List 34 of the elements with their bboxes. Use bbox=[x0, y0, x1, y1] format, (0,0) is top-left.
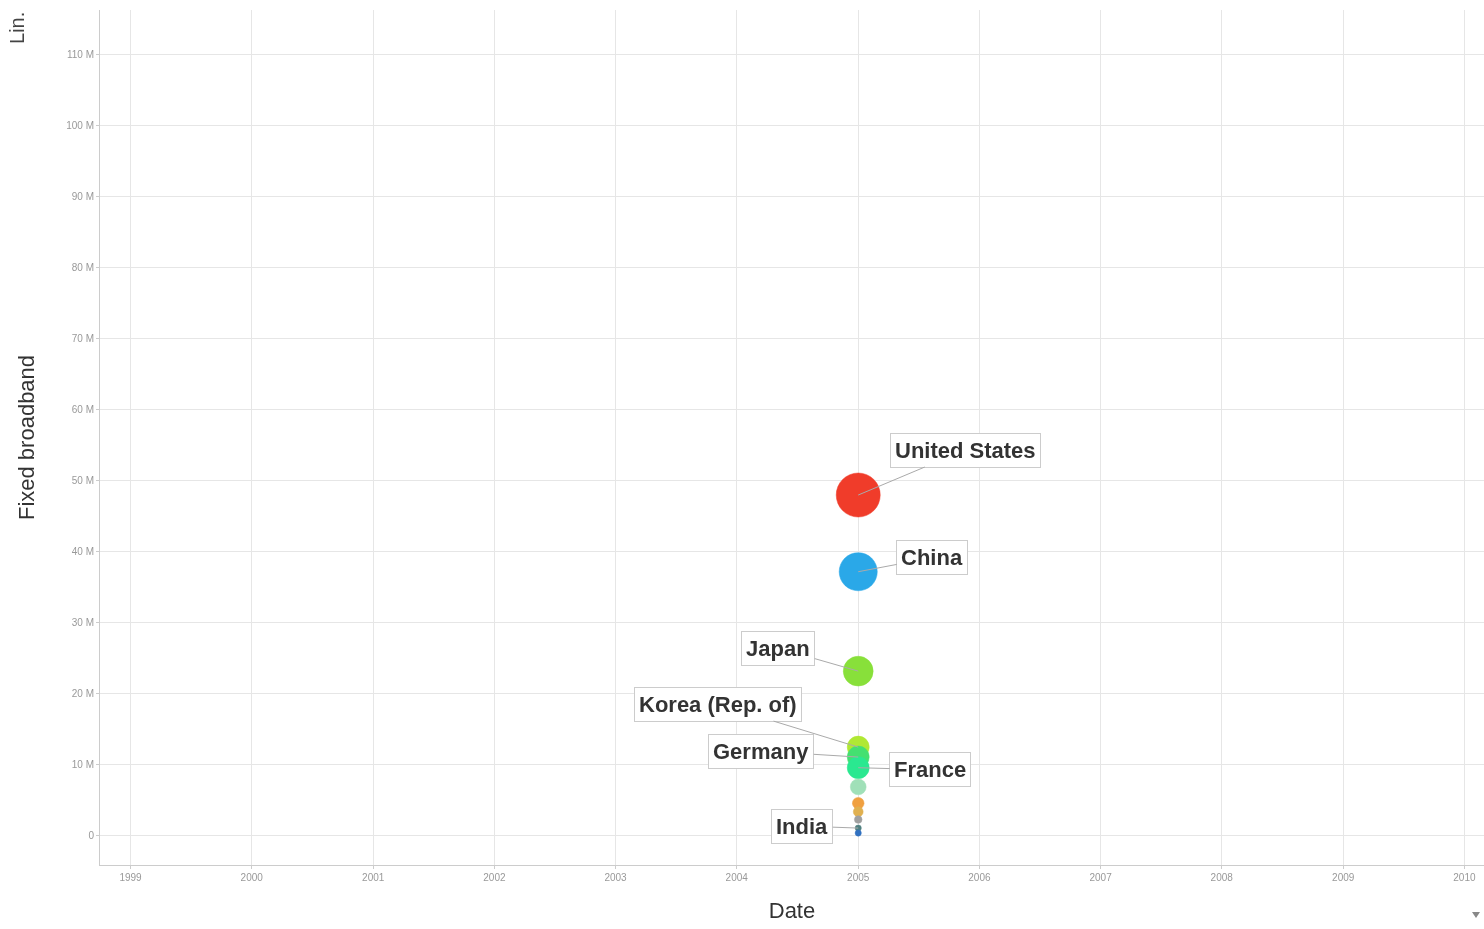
y-tick-label: 0 bbox=[88, 830, 95, 842]
y-tick-label: 50 M bbox=[71, 475, 94, 487]
x-tick-label: 2010 bbox=[1453, 872, 1476, 883]
x-tick-label: 2005 bbox=[847, 872, 870, 883]
y-tick-label: 90 M bbox=[71, 191, 94, 203]
y-tick-label: 80 M bbox=[71, 262, 94, 274]
text: Lin. bbox=[5, 11, 28, 44]
y-tick-label: 70 M bbox=[71, 333, 94, 345]
y-tick-label: 110 M bbox=[66, 49, 94, 61]
y-tick-label: 20 M bbox=[71, 688, 94, 700]
x-tick-label: 2008 bbox=[1210, 872, 1234, 883]
x-axis-title: Date bbox=[768, 897, 816, 923]
annotation: United States bbox=[895, 438, 1036, 463]
x-tick-label: 2004 bbox=[725, 872, 749, 883]
x-tick-label: 2001 bbox=[362, 872, 385, 883]
x-tick-label: 2000 bbox=[240, 872, 264, 883]
annotation: Korea (Rep. of) bbox=[639, 692, 797, 717]
x-tick-label: 2003 bbox=[604, 872, 628, 883]
x-tick-label: 2009 bbox=[1332, 872, 1355, 883]
y-tick-label: 30 M bbox=[71, 617, 94, 629]
x-tick-label: 2006 bbox=[968, 872, 991, 883]
y-tick-label: 40 M bbox=[71, 546, 94, 558]
annotation: India bbox=[776, 814, 829, 839]
y-tick-label: 10 M bbox=[71, 759, 94, 771]
annotation: China bbox=[901, 545, 963, 570]
y-axis-title: Fixed broadband bbox=[14, 354, 39, 521]
x-tick-label: 2002 bbox=[483, 872, 506, 883]
x-tick-label: 2007 bbox=[1089, 872, 1113, 883]
annotation: Germany bbox=[713, 739, 810, 764]
y-tick-label: 60 M bbox=[71, 404, 94, 416]
y-tick-label: 100 M bbox=[66, 120, 94, 132]
annotation: France bbox=[894, 757, 967, 782]
annotation: Japan bbox=[746, 636, 810, 661]
x-tick-label: 1999 bbox=[119, 872, 143, 883]
